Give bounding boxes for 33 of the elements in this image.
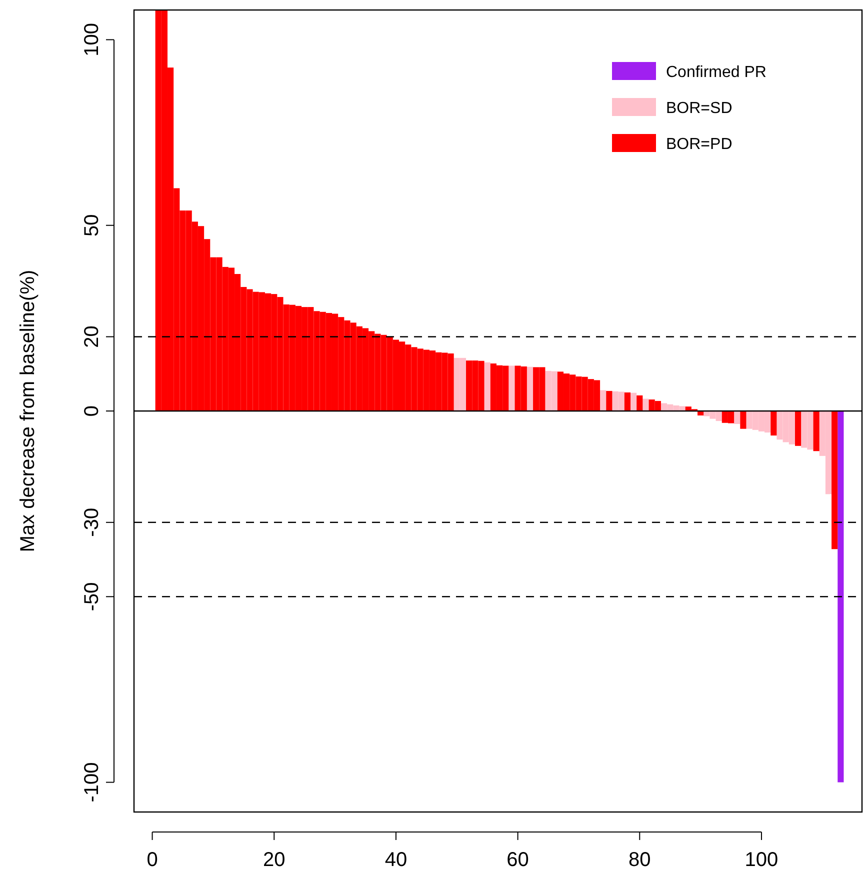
bar [832,411,838,550]
y-tick-label: -100 [81,762,103,802]
y-tick-label: -50 [81,582,103,612]
y-tick-label: 20 [81,326,103,348]
bar [624,392,630,411]
legend-label: BOR=PD [666,136,732,153]
bar [484,362,490,411]
legend-label: Confirmed PR [666,64,766,81]
y-axis-title: Max decrease from baseline(%) [17,270,39,552]
x-tick-label: 100 [744,849,778,871]
y-tick-label: 100 [81,23,103,56]
bar [526,366,534,411]
x-tick-label: 0 [146,849,158,871]
bar [630,392,637,411]
bar [794,411,802,446]
bar [600,390,606,411]
x-tick-label: 60 [506,849,529,871]
bar [838,411,844,782]
y-tick-label: -30 [81,508,103,537]
bar [734,411,740,424]
bar [813,411,820,452]
x-tick-label: 80 [628,849,651,871]
bar [606,390,612,411]
bar [740,411,746,429]
x-tick-label: 20 [262,849,286,871]
x-tick-label: 40 [384,849,408,871]
legend-label: BOR=SD [666,100,732,117]
bar [770,411,777,436]
bar [508,366,515,411]
bar [636,395,643,411]
y-tick-label: 50 [81,214,103,236]
y-tick-label: 0 [81,405,103,417]
bar [642,398,649,411]
